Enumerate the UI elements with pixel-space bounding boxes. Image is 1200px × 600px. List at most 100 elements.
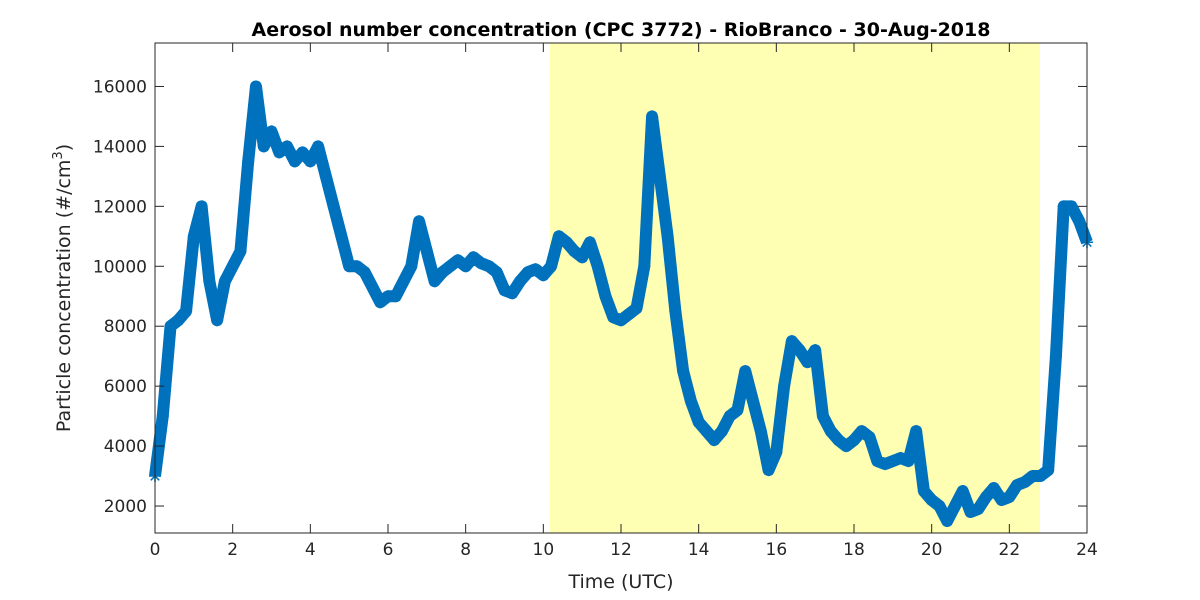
- data-marker: [312, 140, 325, 153]
- data-marker: [995, 494, 1008, 507]
- data-marker: [894, 452, 907, 465]
- data-marker: [886, 455, 899, 468]
- data-marker: [180, 305, 193, 318]
- data-marker: [327, 200, 340, 213]
- data-marker: [863, 431, 876, 444]
- x-tick-label: 0: [150, 540, 161, 560]
- data-marker: [482, 260, 495, 273]
- data-marker: [653, 170, 666, 183]
- data-marker: [964, 506, 977, 519]
- data-marker: [809, 344, 822, 357]
- x-tick-label: 24: [1076, 540, 1098, 560]
- data-marker: [871, 455, 884, 468]
- data-marker: [762, 464, 775, 477]
- data-marker: [552, 230, 565, 243]
- x-tick-label: 14: [688, 540, 710, 560]
- data-marker: [692, 416, 705, 429]
- data-marker: [281, 140, 294, 153]
- data-marker: [459, 260, 472, 273]
- y-axis-label: Particle concentration (#/cm3): [51, 144, 75, 432]
- x-tick-label: 22: [999, 540, 1021, 560]
- data-marker: [506, 287, 519, 300]
- data-marker: [723, 410, 736, 423]
- data-marker: [708, 434, 721, 447]
- data-marker: [467, 251, 480, 264]
- data-marker: [537, 269, 550, 282]
- data-marker: [560, 236, 573, 249]
- data-marker: [700, 425, 713, 438]
- data-marker: [195, 200, 208, 213]
- data-marker: [1034, 470, 1047, 483]
- data-marker: [793, 344, 806, 357]
- y-tick-label: 8000: [104, 317, 147, 337]
- data-marker: [1018, 476, 1031, 489]
- data-marker: [933, 500, 946, 513]
- data-marker: [413, 215, 426, 228]
- y-tick-label: 2000: [104, 497, 147, 517]
- data-marker: [218, 275, 231, 288]
- data-marker: [514, 275, 527, 288]
- y-tick-label: 6000: [104, 377, 147, 397]
- data-marker: [576, 251, 589, 264]
- data-marker: [475, 257, 488, 270]
- data-marker: [669, 305, 682, 318]
- data-marker: [187, 230, 200, 243]
- data-marker: [366, 281, 379, 294]
- data-marker: [615, 314, 627, 327]
- data-marker: [273, 146, 286, 159]
- data-marker: [661, 230, 674, 243]
- data-marker: [436, 266, 449, 279]
- data-marker: [451, 254, 464, 267]
- data-marker: [591, 260, 604, 273]
- data-marker: [335, 230, 348, 243]
- data-marker: [444, 260, 457, 273]
- data-marker: [1073, 215, 1086, 228]
- data-marker: [917, 485, 930, 498]
- data-marker: [498, 284, 511, 297]
- x-tick-label: 10: [533, 540, 555, 560]
- data-marker: [203, 275, 216, 288]
- data-marker: [529, 263, 542, 276]
- data-marker: [855, 425, 868, 438]
- data-marker: [1065, 200, 1078, 213]
- data-marker: [389, 290, 402, 303]
- y-tick-label: 4000: [104, 437, 147, 457]
- data-marker: [754, 425, 767, 438]
- data-marker: [607, 311, 620, 324]
- data-marker: [902, 455, 915, 468]
- data-marker: [824, 425, 837, 438]
- data-marker: [358, 266, 371, 279]
- data-marker: [987, 482, 1000, 495]
- data-marker: [172, 314, 185, 327]
- data-marker: [622, 308, 635, 321]
- data-marker: [583, 236, 596, 249]
- data-marker: [234, 245, 247, 258]
- data-marker: [1042, 464, 1055, 477]
- data-marker: [677, 365, 690, 378]
- y-tick-label: 12000: [93, 197, 147, 217]
- data-marker: [980, 491, 993, 504]
- data-marker: [879, 458, 892, 471]
- data-marker: [941, 515, 954, 528]
- y-tick-label: 10000: [93, 257, 147, 277]
- x-tick-label: 16: [766, 540, 788, 560]
- data-marker: [249, 80, 262, 93]
- data-marker: [521, 266, 534, 279]
- data-marker: [747, 395, 760, 408]
- data-marker: [801, 356, 814, 369]
- x-tick-label: 12: [610, 540, 632, 560]
- data-marker: [948, 500, 961, 513]
- data-marker: [405, 260, 418, 273]
- data-marker: [646, 110, 659, 123]
- data-marker: [226, 260, 239, 273]
- data-marker: [156, 410, 169, 423]
- y-axis-label-end: ): [53, 144, 75, 151]
- data-marker: [816, 410, 829, 423]
- data-marker: [1026, 470, 1039, 483]
- data-marker: [343, 260, 356, 273]
- x-tick-label: 2: [227, 540, 238, 560]
- x-axis-label: Time (UTC): [567, 571, 673, 593]
- y-axis-label-text: Particle concentration (#/cm: [53, 160, 75, 433]
- data-marker: [925, 494, 938, 507]
